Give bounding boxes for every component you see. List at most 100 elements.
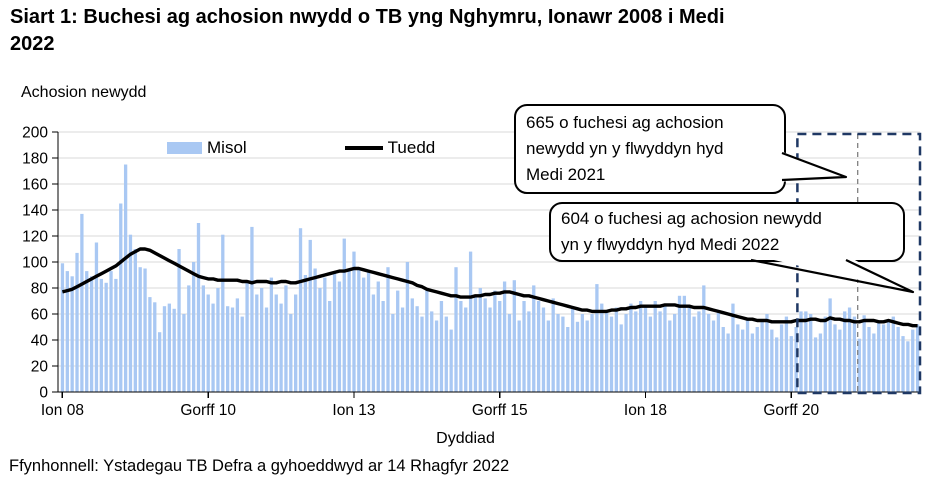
bar — [901, 336, 905, 392]
bar — [439, 301, 444, 392]
bar — [784, 316, 789, 392]
bar — [522, 301, 526, 392]
bar — [619, 324, 623, 392]
bar — [570, 306, 575, 392]
bar — [585, 320, 589, 392]
bar — [604, 311, 609, 392]
bar — [289, 314, 293, 392]
bar — [65, 271, 69, 392]
bar — [128, 234, 133, 392]
annotation-2022-line2: yn y flwyddyn hyd Medi 2022 — [561, 235, 780, 254]
bar — [167, 303, 171, 392]
x-tick-label: Ion 13 — [332, 402, 375, 419]
bar — [352, 251, 356, 392]
bar — [478, 288, 482, 392]
bar — [789, 336, 793, 392]
bar — [221, 234, 225, 392]
bar — [886, 320, 891, 392]
bar — [862, 315, 866, 392]
bar — [823, 316, 827, 392]
bar — [532, 285, 536, 392]
bar — [284, 285, 288, 392]
bar — [99, 278, 103, 392]
y-tick-label: 140 — [22, 203, 48, 220]
bar — [187, 285, 191, 392]
bar — [638, 301, 643, 392]
bar — [668, 320, 672, 392]
bar — [70, 276, 74, 392]
bar — [799, 311, 803, 392]
bar — [517, 320, 521, 392]
bar — [881, 324, 886, 392]
chart-title-line1: Siart 1: Buchesi ag achosion nwydd o TB … — [10, 6, 725, 28]
bar — [750, 333, 755, 392]
bar — [425, 288, 429, 392]
bar — [663, 303, 667, 392]
bar — [410, 298, 414, 392]
bar — [153, 302, 157, 392]
bar — [653, 301, 657, 392]
x-tick-label: Gorff 10 — [180, 402, 236, 419]
bar — [828, 298, 832, 392]
bar — [216, 288, 220, 392]
legend-item-misol: Misol — [167, 138, 247, 158]
bar — [250, 226, 254, 392]
bar — [566, 327, 570, 392]
bar — [877, 323, 881, 392]
bar — [658, 311, 662, 392]
y-axis-title: Achosion newydd — [21, 84, 147, 101]
bar — [94, 242, 99, 392]
bar — [682, 295, 687, 392]
bar — [298, 228, 303, 392]
bar — [332, 272, 337, 392]
bar — [804, 311, 808, 392]
bar — [702, 285, 706, 392]
bar — [235, 298, 240, 392]
bar — [260, 288, 264, 392]
bar — [546, 320, 550, 392]
bar — [755, 327, 759, 392]
annotation-2022-line1: 604 o fuchesi ag achosion newydd — [561, 209, 822, 228]
x-tick-label: Gorff 20 — [763, 402, 819, 419]
bar — [206, 294, 210, 392]
legend-label-misol: Misol — [207, 138, 247, 157]
bar — [191, 262, 196, 392]
bar — [415, 306, 419, 392]
bar — [405, 262, 410, 392]
bar — [162, 306, 167, 392]
bar — [274, 294, 278, 392]
bar — [328, 301, 332, 392]
bar — [595, 284, 599, 392]
bar — [119, 203, 123, 392]
bar — [133, 249, 137, 392]
bar — [872, 333, 876, 392]
bar — [813, 337, 818, 392]
bar — [226, 306, 230, 392]
bar — [264, 307, 269, 392]
bar — [906, 341, 910, 392]
bar — [391, 314, 395, 392]
bar — [366, 272, 371, 392]
bar — [172, 308, 176, 392]
bar — [551, 298, 555, 392]
bar — [498, 301, 502, 392]
bar — [711, 320, 716, 392]
bar — [838, 329, 842, 392]
bar — [376, 281, 380, 392]
bar — [809, 314, 813, 392]
bar — [833, 324, 837, 392]
legend-label-tuedd: Tuedd — [387, 138, 436, 157]
x-axis-title: Dyddiad — [436, 430, 495, 447]
bar — [337, 281, 342, 392]
bar — [430, 311, 434, 392]
x-tick-label: Ion 18 — [624, 402, 667, 419]
line-series-swatch — [344, 146, 383, 150]
bar — [541, 307, 546, 392]
bar — [673, 314, 677, 392]
bar — [138, 267, 142, 392]
bar — [357, 268, 361, 392]
bar — [770, 329, 774, 392]
bar — [852, 316, 857, 392]
bar — [449, 329, 453, 392]
bar — [294, 294, 298, 392]
